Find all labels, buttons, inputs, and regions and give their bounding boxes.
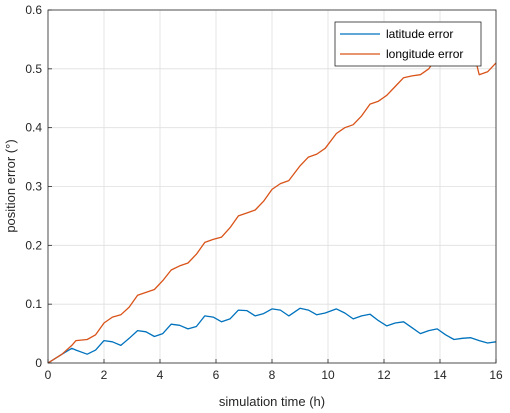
legend-box (334, 21, 482, 67)
y-tick-label: 0.3 (25, 180, 42, 194)
y-tick-label: 0 (35, 356, 42, 370)
tick-labels: 0 2 4 6 8 10 12 14 16 0 0.1 0.2 0.3 0.4 0.5 0.6 (25, 3, 503, 382)
x-tick-label: 16 (489, 368, 503, 382)
legend-label-latitude: latitude error (386, 27, 453, 41)
y-axis-title: position error (°) (3, 139, 18, 232)
y-tick-label: 0.1 (25, 297, 42, 311)
legend: latitude error longitude error (334, 21, 482, 67)
series-layer (47, 39, 497, 364)
x-tick-label: 12 (377, 368, 391, 382)
series-line-longitude (47, 39, 497, 364)
x-tick-label: 0 (45, 368, 52, 382)
x-tick-label: 8 (269, 368, 276, 382)
x-tick-label: 14 (433, 368, 447, 382)
x-axis-title: simulation time (h) (219, 394, 325, 409)
y-tick-label: 0.2 (25, 238, 42, 252)
y-tick-label: 0.4 (25, 121, 42, 135)
y-tick-label: 0.6 (25, 3, 42, 17)
x-tick-label: 4 (157, 368, 164, 382)
x-tick-label: 10 (321, 368, 335, 382)
legend-label-longitude: longitude error (386, 47, 463, 61)
axis-ticks (47, 9, 497, 364)
series-line-latitude (47, 307, 497, 364)
x-tick-label: 6 (213, 368, 220, 382)
y-tick-label: 0.5 (25, 62, 42, 76)
x-tick-label: 2 (101, 368, 108, 382)
